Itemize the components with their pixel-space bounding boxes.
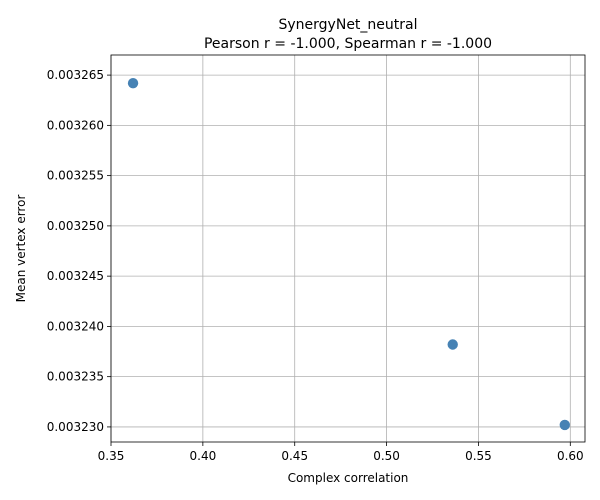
grid [110, 55, 585, 442]
x-tick-label: 0.50 [373, 449, 400, 463]
scatter-point [559, 419, 570, 431]
y-axis-label: Mean vertex error [14, 195, 28, 303]
y-tick-label: 0.003255 [47, 169, 104, 183]
y-tick-label: 0.003265 [47, 68, 104, 82]
x-tick-label: 0.45 [281, 449, 308, 463]
x-tick-label: 0.35 [98, 449, 125, 463]
x-axis: 0.35 0.40 0.45 0.50 0.55 0.60 [98, 442, 584, 463]
y-tick-label: 0.003245 [47, 269, 104, 283]
y-axis: 0.003230 0.003235 0.003240 0.003245 0.003250… [47, 68, 111, 434]
y-tick-label: 0.003230 [47, 420, 104, 434]
x-tick-label: 0.55 [465, 449, 492, 463]
scatter-point [447, 339, 458, 350]
x-tick-label: 0.60 [557, 449, 584, 463]
chart-title: SynergyNet_neutral [279, 17, 418, 33]
y-tick-label: 0.003235 [47, 370, 104, 384]
y-tick-label: 0.003250 [47, 219, 104, 233]
x-tick-label: 0.40 [190, 449, 217, 463]
y-tick-label: 0.003240 [47, 319, 104, 333]
chart-subtitle: Pearson r = -1.000, Spearman r = -1.000 [204, 36, 492, 52]
y-tick-label: 0.003260 [47, 118, 104, 132]
plot-frame [110, 54, 586, 443]
x-axis-label: Complex correlation [288, 471, 409, 485]
data-points [127, 77, 570, 431]
scatter-point [127, 77, 139, 89]
